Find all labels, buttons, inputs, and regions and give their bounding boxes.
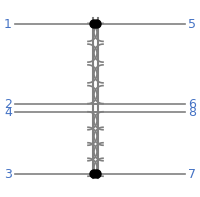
Text: 6: 6 <box>188 98 196 111</box>
Text: 7: 7 <box>188 167 196 180</box>
Text: 1: 1 <box>4 18 12 31</box>
Circle shape <box>93 170 101 178</box>
Text: 5: 5 <box>188 18 196 31</box>
Text: 8: 8 <box>188 106 196 119</box>
Circle shape <box>90 20 98 28</box>
Text: 2: 2 <box>4 98 12 111</box>
Text: 4: 4 <box>4 106 12 119</box>
Circle shape <box>90 170 98 178</box>
Circle shape <box>93 20 101 28</box>
Text: 3: 3 <box>4 167 12 180</box>
